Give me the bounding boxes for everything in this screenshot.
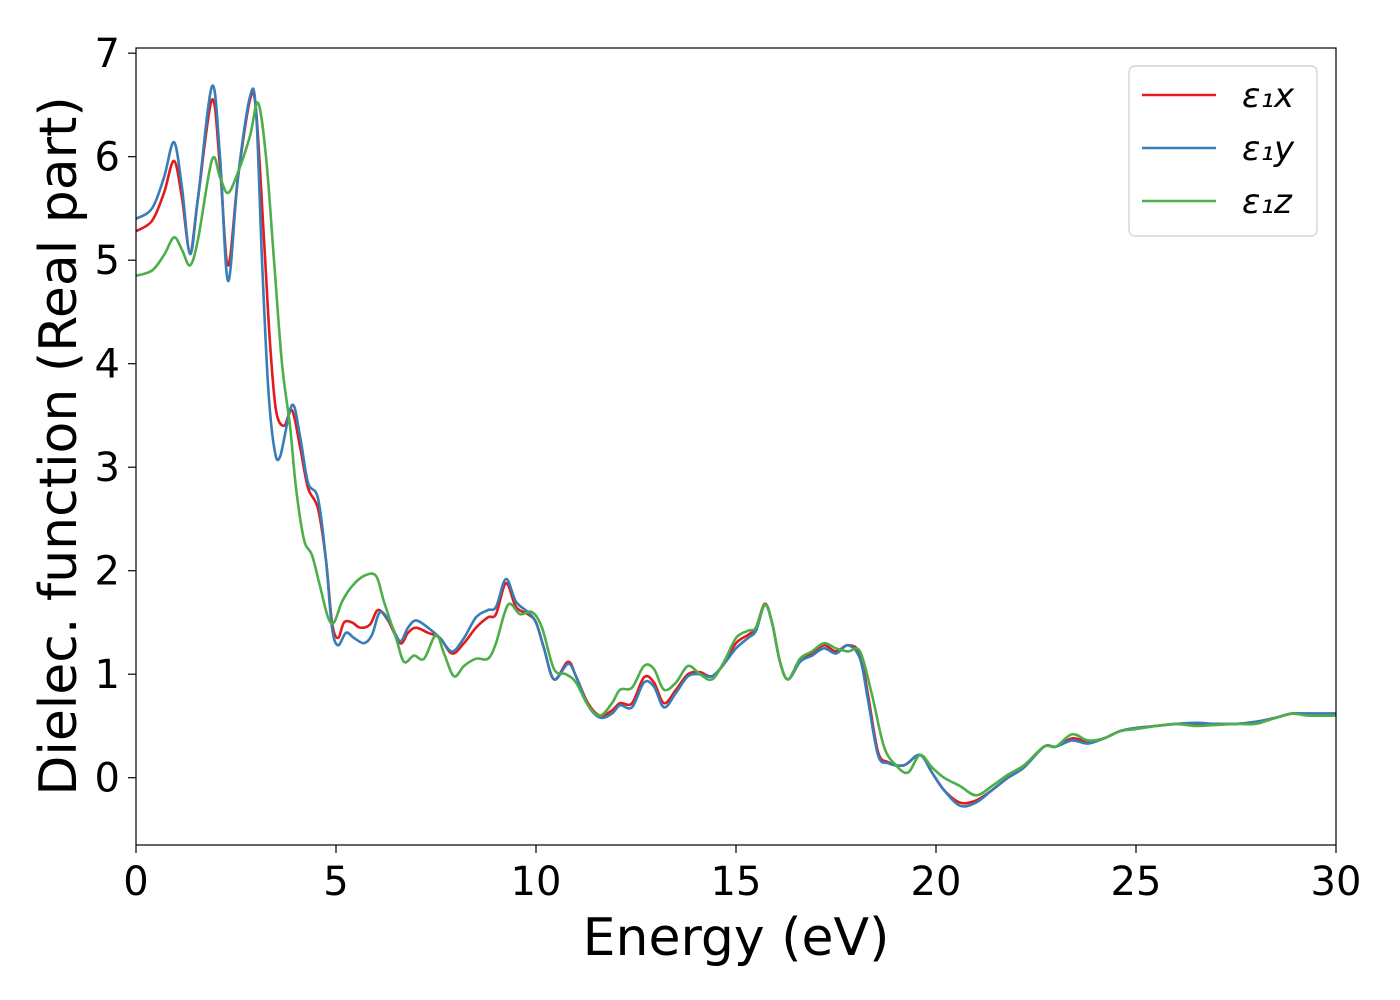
y-tick-label: 2 xyxy=(95,549,120,595)
x-tick-label: 0 xyxy=(123,859,148,905)
y-axis-title: Dielec. function (Real part) xyxy=(29,96,89,795)
x-tick-label: 10 xyxy=(511,859,562,905)
y-tick-label: 3 xyxy=(95,445,120,491)
series-line-1 xyxy=(136,84,1336,808)
legend-label-2: ε₁z xyxy=(1242,182,1293,222)
x-axis-title: Energy (eV) xyxy=(583,908,890,968)
y-tick-label: 5 xyxy=(95,238,120,284)
legend-label-1: ε₁y xyxy=(1242,129,1295,169)
y-tick-label: 1 xyxy=(95,652,120,698)
y-tick-label: 7 xyxy=(95,31,120,77)
legend: ε₁x ε₁y ε₁z xyxy=(1128,65,1318,237)
series-layer xyxy=(136,84,1336,808)
y-tick-label: 4 xyxy=(95,342,120,388)
y-tick-label: 6 xyxy=(95,135,120,181)
x-tick-label: 25 xyxy=(1111,859,1162,905)
x-tick-label: 15 xyxy=(711,859,762,905)
y-axis-ticks: 0 1 2 3 4 5 6 7 xyxy=(95,31,136,802)
x-tick-label: 30 xyxy=(1311,859,1362,905)
legend-box xyxy=(1128,65,1318,237)
series-line-2 xyxy=(136,101,1336,797)
x-axis-ticks: 0 5 10 15 20 25 30 xyxy=(123,845,1361,905)
y-tick-label: 0 xyxy=(95,756,120,802)
legend-label-0: ε₁x xyxy=(1242,76,1295,116)
x-tick-label: 5 xyxy=(323,859,348,905)
x-tick-label: 20 xyxy=(911,859,962,905)
